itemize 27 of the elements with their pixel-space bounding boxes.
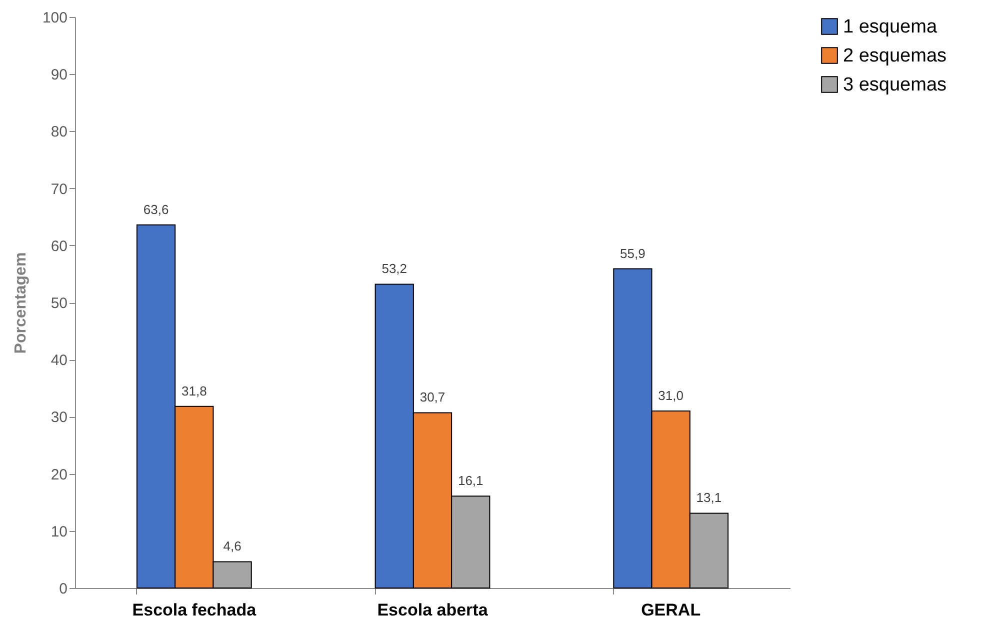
x-tick-label: GERAL: [641, 600, 701, 620]
y-tick-label: 20: [50, 466, 68, 484]
data-label: 55,9: [620, 246, 646, 261]
legend-label: 2 esquemas: [843, 46, 947, 66]
data-label: 31,8: [182, 383, 207, 398]
y-tick-label: 60: [50, 238, 68, 255]
y-tick-label: 0: [59, 580, 68, 598]
y-axis-title: Porcentagem: [12, 252, 30, 354]
data-label: 13,1: [696, 490, 722, 506]
x-tick-label: Escola aberta: [377, 600, 488, 620]
legend-label: 1 esquema: [843, 16, 938, 38]
y-tick-label: 100: [42, 10, 68, 26]
data-label: 31,0: [658, 388, 684, 403]
data-label: 16,1: [458, 473, 484, 488]
y-tick-label: 80: [50, 124, 68, 141]
x-tick-label: Escola fechada: [132, 600, 257, 620]
data-label: 30,7: [420, 390, 446, 405]
legend-label: 3 esquemas: [843, 74, 947, 96]
y-tick-label: 10: [50, 523, 68, 540]
data-label: 53,2: [382, 261, 408, 276]
y-tick-label: 40: [50, 352, 68, 370]
data-label: 63,6: [143, 202, 169, 217]
y-tick-label: 90: [50, 66, 68, 84]
data-label: 4,6: [223, 538, 242, 554]
y-tick-label: 70: [50, 180, 68, 198]
y-tick-label: 50: [50, 295, 68, 312]
y-tick-label: 30: [50, 409, 68, 426]
